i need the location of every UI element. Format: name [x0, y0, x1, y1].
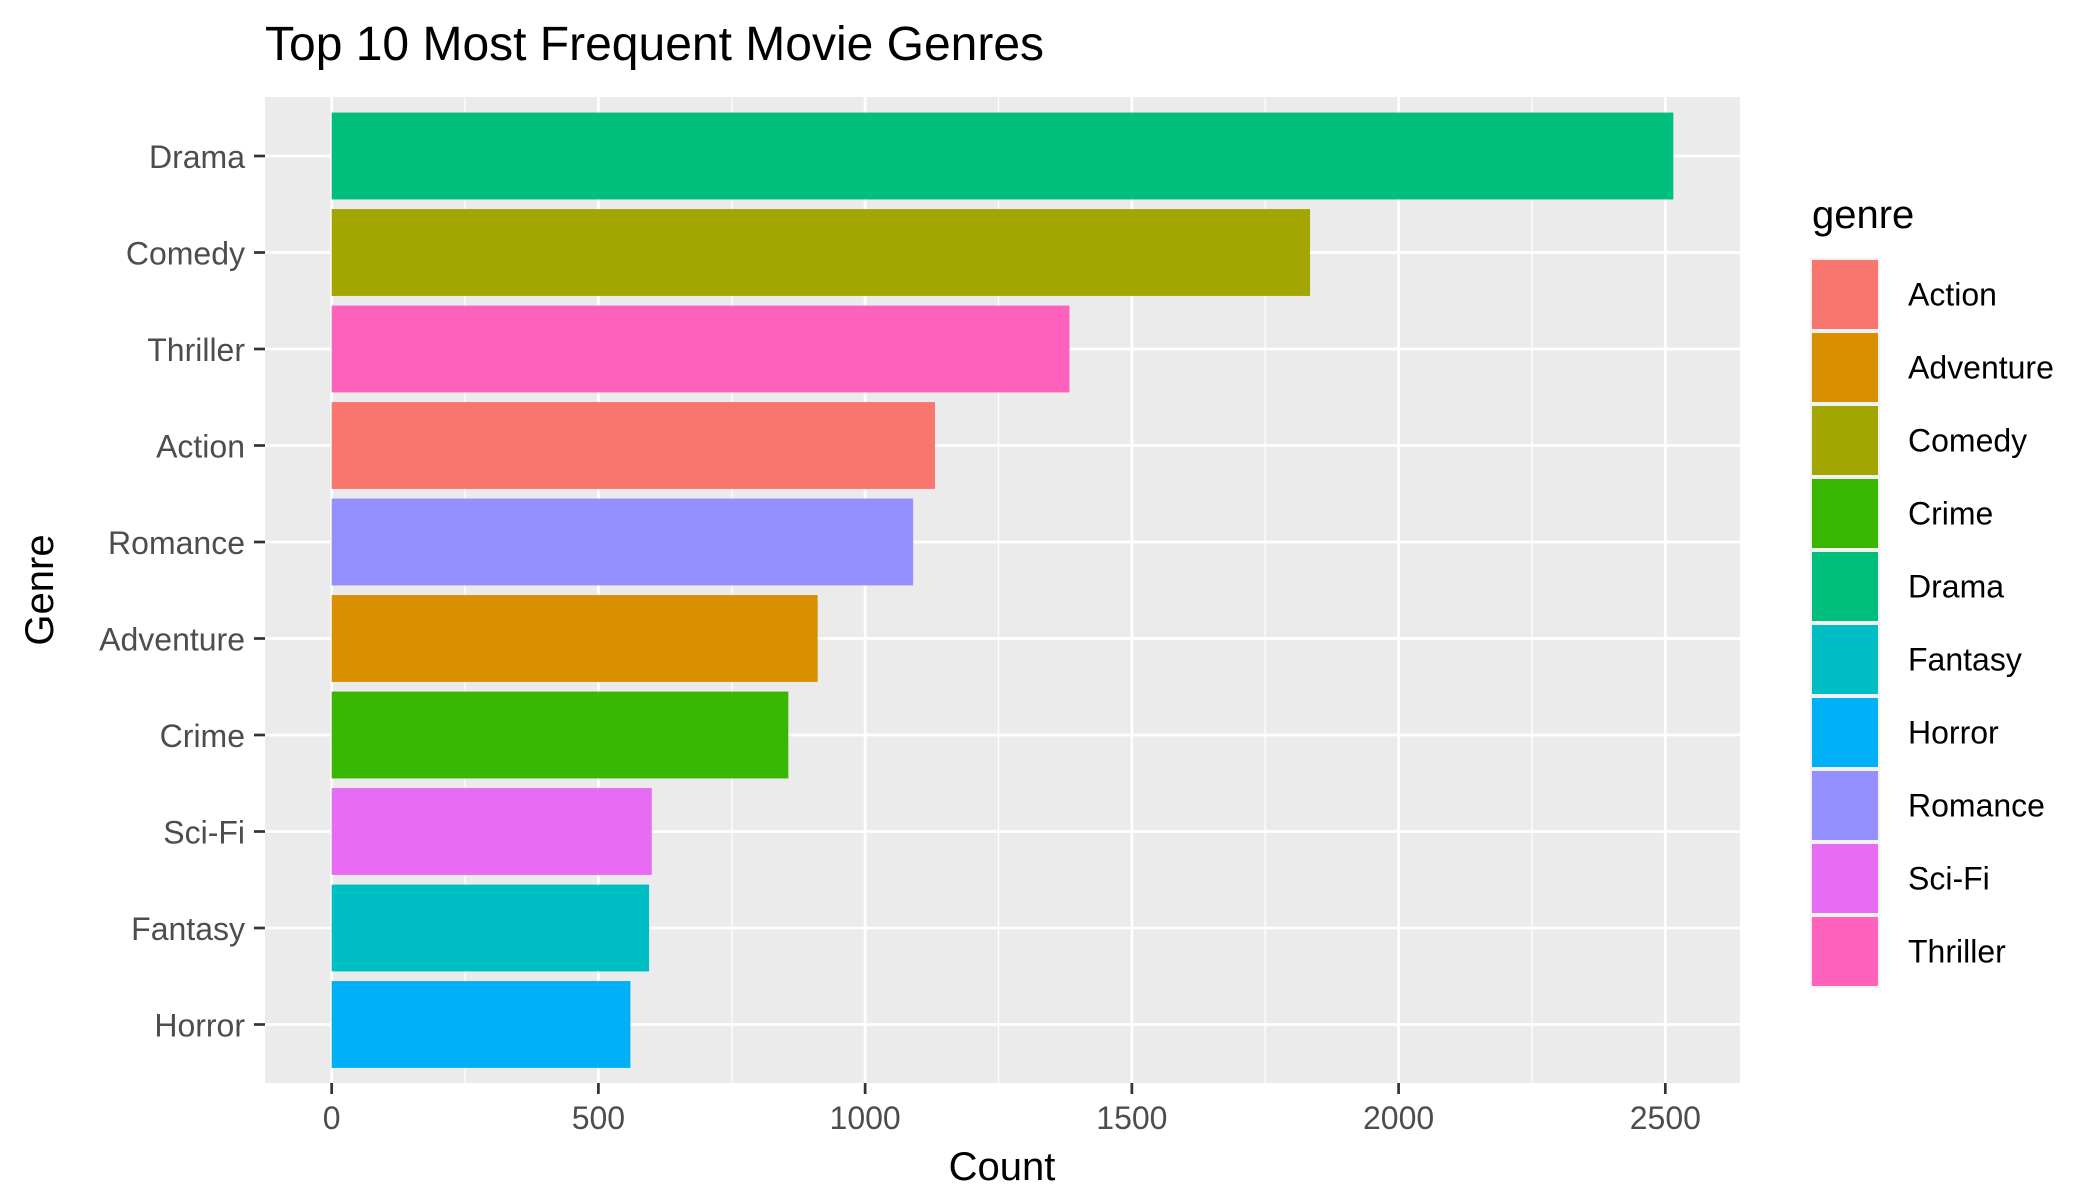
- legend-swatch: [1812, 844, 1878, 913]
- bar: [331, 112, 1674, 200]
- x-tick-label: 1000: [830, 1100, 901, 1136]
- y-tick-label: Adventure: [99, 622, 245, 658]
- legend-label: Thriller: [1908, 934, 2006, 970]
- y-tick-label: Romance: [108, 525, 245, 561]
- y-tick-label: Crime: [160, 718, 245, 754]
- x-tick-label: 0: [323, 1100, 341, 1136]
- legend-swatch: [1812, 917, 1878, 986]
- y-tick-label: Sci-Fi: [163, 815, 245, 851]
- bar: [331, 305, 1070, 393]
- bar: [331, 402, 936, 489]
- y-tick-label: Horror: [154, 1008, 245, 1044]
- legend-swatch: [1812, 625, 1878, 694]
- x-axis: 0 500 1000 1500 2000 2500: [323, 1083, 1701, 1136]
- legend-label: Sci-Fi: [1908, 861, 1990, 897]
- legend-swatch: [1812, 552, 1878, 621]
- y-tick-label: Thriller: [147, 332, 245, 368]
- x-axis-label: Count: [949, 1145, 1056, 1189]
- bar: [331, 981, 631, 1068]
- bar: [331, 691, 789, 779]
- legend-label: Fantasy: [1908, 642, 2022, 678]
- legend-label: Romance: [1908, 788, 2045, 824]
- legend-label: Comedy: [1908, 423, 2027, 459]
- y-axis-label: Genre: [18, 534, 62, 645]
- bar: [331, 209, 1311, 296]
- legend-label: Crime: [1908, 496, 1993, 532]
- legend-swatch: [1812, 479, 1878, 548]
- x-tick-label: 2000: [1363, 1100, 1434, 1136]
- y-tick-label: Action: [156, 429, 245, 465]
- bars: [331, 112, 1674, 1068]
- x-tick-label: 500: [572, 1100, 625, 1136]
- legend-swatch: [1812, 260, 1878, 329]
- bar: [331, 498, 914, 586]
- legend-label: Drama: [1908, 569, 2004, 605]
- y-axis: Drama Comedy Thriller Action Romance Adventur…: [99, 139, 265, 1044]
- legend-swatch: [1812, 698, 1878, 767]
- legend-swatch: [1812, 771, 1878, 840]
- legend-title: genre: [1812, 193, 1914, 237]
- legend-swatch: [1812, 406, 1878, 475]
- legend-items: Action Adventure Comedy Crime Drama Fantasy Ho…: [1810, 258, 2054, 988]
- legend: genre Action Adventure Comedy Crime Drama Fan…: [1810, 193, 2054, 988]
- legend-label: Action: [1908, 277, 1997, 313]
- bar: [331, 595, 818, 682]
- bar: [331, 788, 652, 875]
- y-tick-label: Drama: [149, 139, 245, 175]
- bar: [331, 884, 650, 972]
- legend-swatch: [1812, 333, 1878, 402]
- y-tick-label: Fantasy: [131, 911, 245, 947]
- legend-label: Horror: [1908, 715, 1999, 751]
- x-tick-label: 1500: [1096, 1100, 1167, 1136]
- y-tick-label: Comedy: [126, 236, 245, 272]
- x-tick-label: 2500: [1630, 1100, 1701, 1136]
- chart-title: Top 10 Most Frequent Movie Genres: [265, 18, 1044, 71]
- legend-label: Adventure: [1908, 350, 2054, 386]
